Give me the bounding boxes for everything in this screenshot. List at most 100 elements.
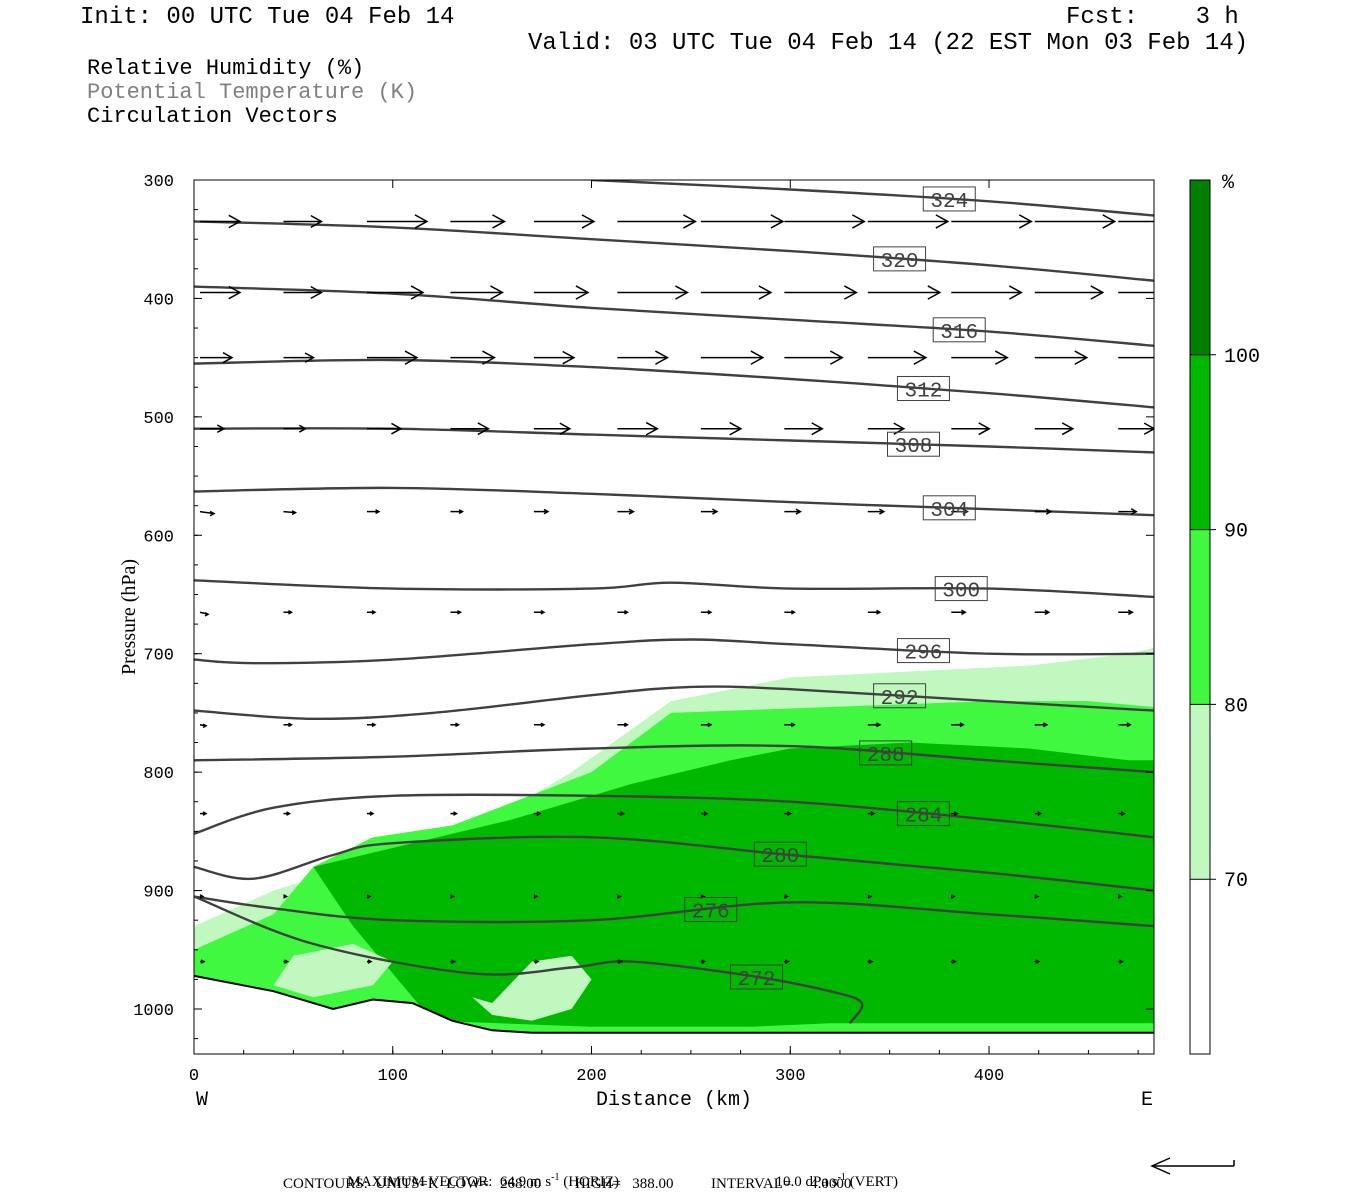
theta-label-288: 288 — [859, 740, 913, 768]
circulation-vector — [951, 959, 957, 964]
circulation-vector — [1118, 422, 1154, 435]
circulation-vector — [867, 811, 876, 816]
colorbar-label: 80 — [1224, 695, 1248, 718]
circulation-vector — [533, 894, 539, 899]
y-tick-label: 800 — [143, 765, 174, 784]
theta-label-text-316: 316 — [940, 322, 978, 345]
theta-label-276: 276 — [684, 897, 738, 925]
theta-label-text-312: 312 — [905, 380, 943, 403]
colorbar-unit: % — [1222, 172, 1235, 195]
rh-pocket-0 — [472, 955, 592, 1021]
circulation-vector — [533, 285, 590, 300]
circulation-vector — [450, 609, 462, 615]
circulation-vector — [617, 214, 697, 229]
circulation-vector — [533, 722, 546, 728]
circulation-vector — [867, 285, 942, 300]
circulation-vector — [784, 285, 858, 300]
circulation-vector — [450, 422, 490, 436]
circulation-vector — [700, 421, 743, 436]
circulation-vector — [700, 609, 713, 615]
theta-label-272: 272 — [729, 964, 783, 992]
circulation-vector — [199, 723, 208, 729]
rh-region-90 — [313, 742, 1154, 1027]
circulation-vector — [1034, 959, 1041, 964]
ground-surface — [194, 974, 1154, 1054]
circulation-vector — [867, 894, 873, 899]
theta-contour-284 — [194, 793, 1154, 839]
max-vector-horiz: (HORIZ) — [559, 1174, 620, 1190]
circulation-vector — [283, 285, 324, 300]
colorbar-swatch — [1190, 529, 1210, 705]
circulation-vector — [450, 285, 504, 300]
theta-label-280: 280 — [753, 841, 807, 869]
theta-label-312: 312 — [896, 375, 950, 403]
circulation-vector — [1034, 894, 1040, 899]
circulation-vector — [1118, 722, 1132, 728]
circulation-vector — [951, 722, 965, 728]
circulation-vector — [617, 350, 669, 365]
circulation-vector — [450, 509, 464, 515]
circulation-vector — [867, 350, 928, 365]
theta-label-text-324: 324 — [930, 191, 968, 214]
circulation-vector — [450, 214, 506, 229]
circulation-vector — [951, 609, 967, 616]
circulation-vector — [1034, 508, 1053, 515]
circulation-vector — [199, 611, 210, 617]
circulation-vector — [617, 811, 625, 816]
colorbar-swatch — [1190, 354, 1210, 530]
theta-label-text-280: 280 — [761, 846, 799, 869]
x-axis-east: E — [1141, 1089, 1153, 1112]
circulation-vector — [533, 508, 550, 515]
circulation-vector — [366, 285, 425, 300]
circulation-vector — [200, 214, 242, 229]
y-tick-label: 500 — [143, 410, 174, 429]
circulation-vector — [867, 508, 886, 515]
y-tick-label: 900 — [143, 884, 174, 903]
field-title-rh: Relative Humidity (%) — [87, 56, 365, 81]
y-tick-label: 400 — [143, 291, 174, 310]
circulation-vector — [283, 894, 289, 899]
max-vector-caption: MAXIMUM VECTOR: 64.9 m s-1 (HORIZ) — [340, 1158, 620, 1190]
circulation-vector — [951, 811, 959, 816]
circulation-vector — [784, 422, 824, 436]
colorbar-label: 70 — [1224, 870, 1248, 893]
circulation-vector — [1034, 609, 1051, 616]
circulation-vector — [283, 959, 290, 964]
plot-frame — [193, 179, 1155, 1055]
circulation-vector — [533, 609, 546, 615]
circulation-vector — [283, 352, 316, 363]
circulation-vector — [450, 959, 456, 964]
circulation-vector — [617, 959, 623, 964]
init-time: Init: 00 UTC Tue 04 Feb 14 — [80, 4, 455, 31]
theta-label-text-272: 272 — [738, 969, 776, 992]
theta-label-304: 304 — [922, 495, 976, 523]
circulation-vector — [700, 508, 719, 515]
y-tick-label: 700 — [143, 647, 174, 666]
theta-label-text-304: 304 — [930, 500, 968, 523]
theta-contour-324 — [591, 180, 1154, 217]
circulation-vector — [533, 422, 572, 435]
theta-label-292: 292 — [873, 683, 927, 711]
theta-label-text-276: 276 — [692, 902, 730, 925]
theta-contour-304 — [194, 486, 1154, 517]
theta-label-text-308: 308 — [895, 436, 933, 459]
x-tick-label: 200 — [576, 1067, 607, 1086]
circulation-vector — [617, 722, 629, 728]
circulation-vector — [617, 285, 689, 300]
y-tick-label: 1000 — [133, 1002, 174, 1021]
circulation-vector — [1034, 350, 1089, 365]
circulation-vector — [950, 894, 956, 899]
axes: 300 400 500 600 700 800 900 1000 0 100 200 300 400 — [133, 173, 1154, 1086]
theta-label-308: 308 — [887, 431, 941, 459]
circulation-vector — [366, 422, 403, 435]
theta-contour-296 — [194, 638, 1154, 665]
circulation-vector — [283, 811, 292, 816]
theta-label-text-300: 300 — [942, 581, 980, 604]
circulation-vector — [533, 959, 540, 964]
circulation-vector — [784, 811, 792, 816]
x-axis-west: W — [196, 1089, 208, 1112]
circulation-vector — [366, 722, 377, 728]
vertical-vector-caption: 10.0 dPa s-1 (VERT) — [768, 1158, 898, 1190]
circulation-vector — [200, 285, 242, 300]
circulation-vector — [450, 811, 458, 816]
